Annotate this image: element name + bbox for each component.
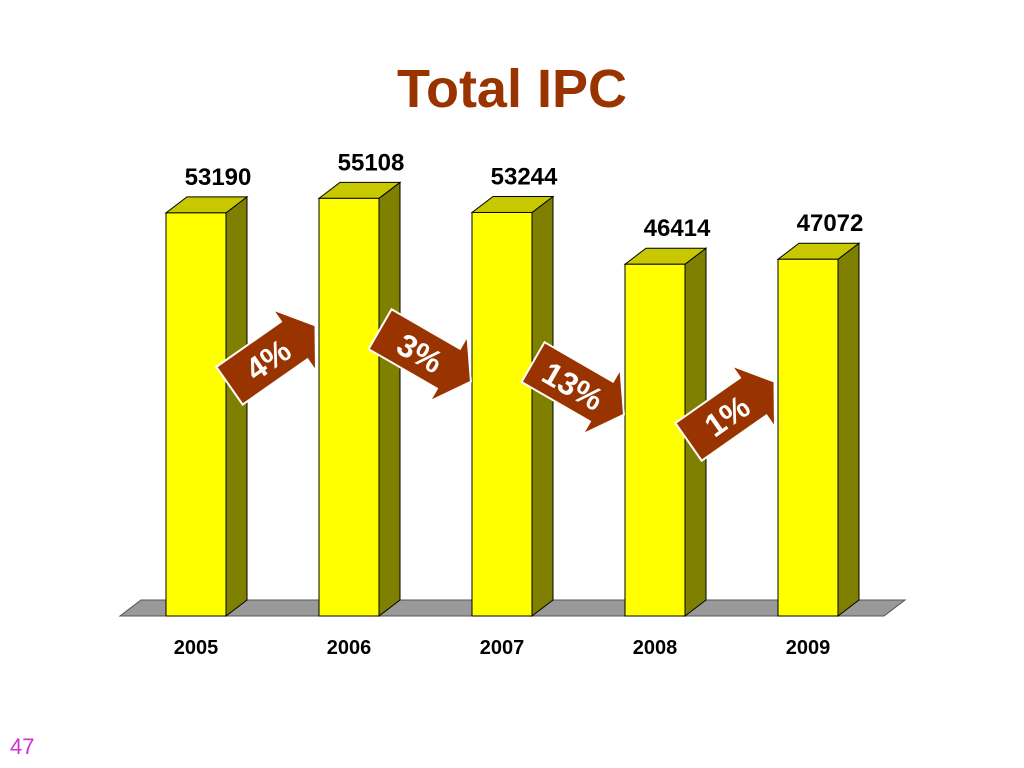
x-tick-label: 2006 <box>327 637 372 659</box>
page-number: 47 <box>10 734 35 759</box>
bar-side <box>378 181 401 618</box>
data-label: 53244 <box>491 163 558 190</box>
x-tick-label: 2005 <box>174 637 219 659</box>
arrow-shape <box>367 307 473 404</box>
bar-side <box>225 195 248 618</box>
bar-side <box>837 242 860 618</box>
data-label: 55108 <box>338 149 405 176</box>
ipc-bar-chart: 53190 2005 55108 2006 53244 2007 46414 2008 4707… <box>118 149 907 659</box>
data-label: 53190 <box>185 164 252 191</box>
bar <box>624 263 686 617</box>
x-tick-label: 2007 <box>480 637 525 659</box>
bar <box>318 197 380 617</box>
arrow-shape <box>214 307 318 406</box>
data-label: 47072 <box>797 210 864 237</box>
slide-title: Total IPC <box>396 59 627 119</box>
bar <box>471 211 533 617</box>
bar <box>165 212 227 617</box>
data-label: 46414 <box>644 215 711 242</box>
x-tick-label: 2008 <box>633 637 678 659</box>
arrow-shape <box>520 340 626 437</box>
bar-side <box>531 195 554 618</box>
arrow-shape <box>673 363 777 463</box>
bar <box>777 258 839 617</box>
x-tick-label: 2009 <box>786 637 831 659</box>
